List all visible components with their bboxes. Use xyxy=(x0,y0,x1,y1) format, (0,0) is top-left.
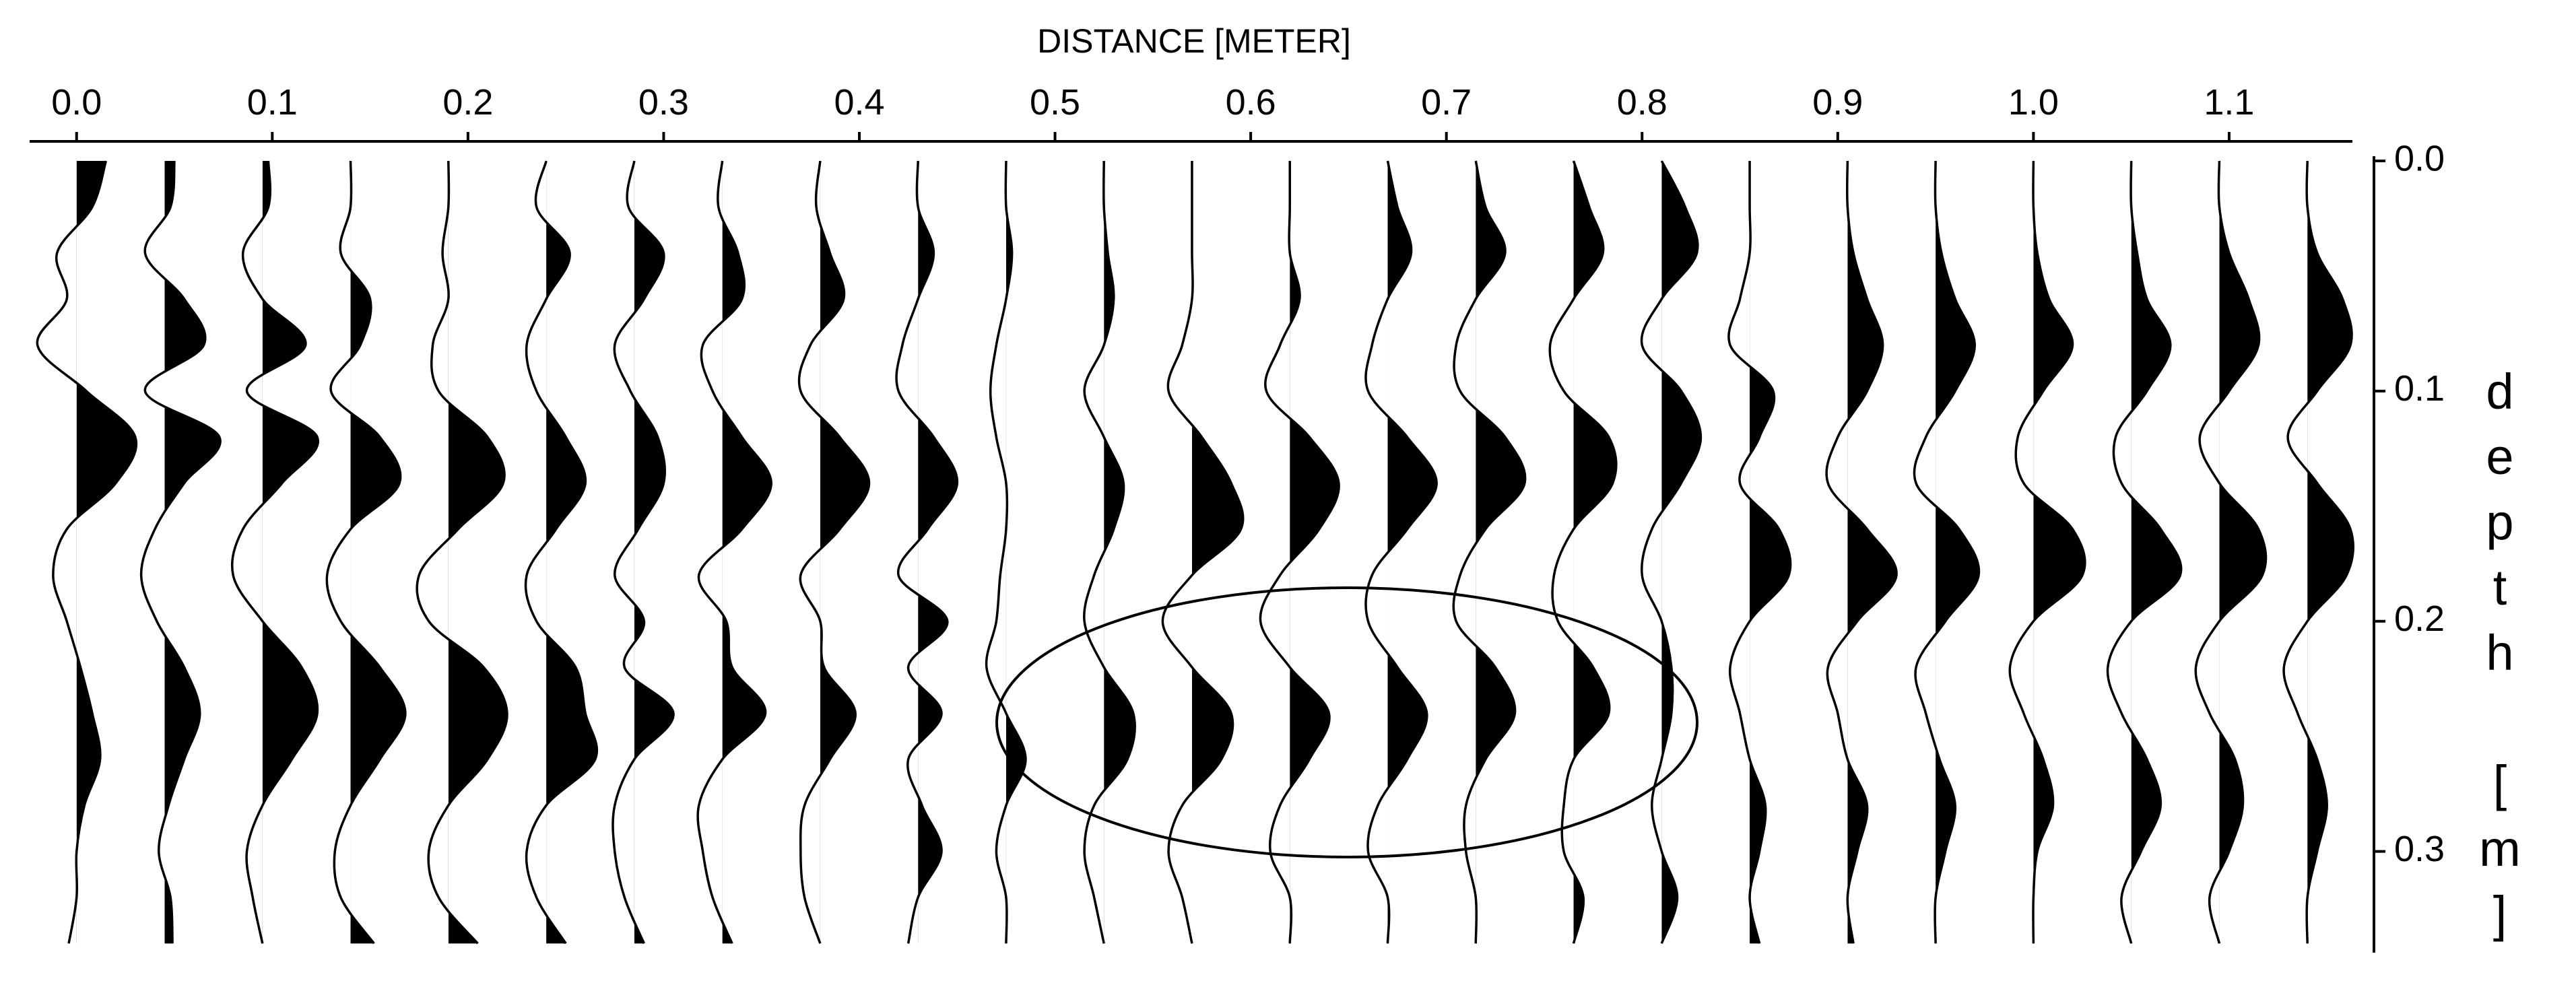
x-tick-label: 0.4 xyxy=(834,82,884,123)
chart-title: DISTANCE [METER] xyxy=(1037,22,1351,60)
trace xyxy=(1083,160,1137,944)
trace-line xyxy=(416,160,508,945)
trace-fill xyxy=(634,217,673,944)
trace-fill xyxy=(1104,161,1135,944)
x-tick-label: 1.1 xyxy=(2204,82,2254,123)
x-tick-label: 0.1 xyxy=(247,82,298,123)
x-tick-label: 0.9 xyxy=(1812,82,1863,123)
trace xyxy=(2106,160,2183,944)
trace xyxy=(1640,160,1703,944)
trace-fill xyxy=(2131,207,2181,871)
trace xyxy=(1452,160,1527,944)
x-tick-label: 0.5 xyxy=(1030,82,1080,123)
trace xyxy=(612,160,675,945)
y-tick-label: 0.1 xyxy=(2394,368,2445,409)
trace-line xyxy=(1825,160,1898,944)
trace-line xyxy=(612,160,675,945)
trace xyxy=(2194,160,2268,944)
trace xyxy=(797,160,871,944)
trace-fill xyxy=(820,224,869,776)
trace-fill xyxy=(1661,161,1701,944)
trace-fill xyxy=(546,222,597,944)
trace-line xyxy=(2008,160,2086,944)
trace-line xyxy=(2106,160,2183,944)
trace-fill xyxy=(76,161,137,897)
y-tick-label: 0.0 xyxy=(2394,138,2445,178)
trace xyxy=(524,160,599,945)
y-tick-label: 0.2 xyxy=(2394,599,2445,639)
trace-line xyxy=(1727,160,1792,944)
trace xyxy=(2008,160,2086,944)
trace xyxy=(1825,160,1898,944)
x-tick-label: 0.2 xyxy=(442,82,493,123)
trace xyxy=(696,160,772,945)
trace-fill xyxy=(1847,207,1896,944)
y-axis-label: depth [m] xyxy=(2472,364,2528,951)
trace-line xyxy=(1161,161,1245,944)
x-tick-label: 0.3 xyxy=(638,82,689,123)
trace-fill xyxy=(918,207,958,897)
trace-line xyxy=(1364,160,1438,944)
trace-fill xyxy=(164,161,221,944)
x-tick-label: 0.8 xyxy=(1617,82,1667,123)
trace xyxy=(1259,160,1340,944)
trace-line xyxy=(1548,160,1618,944)
trace-fill xyxy=(1750,207,1791,944)
trace-line xyxy=(985,160,1027,944)
trace-fill xyxy=(722,161,772,944)
trace-fill xyxy=(1476,161,1525,944)
highlight-ellipse xyxy=(995,586,1698,858)
trace xyxy=(139,160,222,944)
x-tick-label: 0.0 xyxy=(51,82,102,123)
trace xyxy=(325,160,407,945)
trace xyxy=(36,160,138,944)
trace-fill xyxy=(448,161,507,944)
trace-fill xyxy=(2307,207,2354,897)
trace-fill xyxy=(1387,161,1437,944)
trace-fill xyxy=(1936,161,1979,944)
trace-fill xyxy=(1191,253,1243,793)
x-tick-label: 1.0 xyxy=(2008,82,2059,123)
trace-fill xyxy=(2219,161,2266,944)
trace-line xyxy=(1452,160,1527,944)
trace xyxy=(2282,160,2354,944)
trace xyxy=(1727,160,1792,944)
trace-line xyxy=(1913,160,1981,944)
trace-line xyxy=(325,160,407,945)
trace-line xyxy=(1640,160,1703,944)
trace-line xyxy=(524,160,599,945)
trace xyxy=(1913,160,1981,944)
trace-line xyxy=(2194,160,2268,944)
trace-line xyxy=(797,160,871,944)
trace-line xyxy=(895,160,959,944)
trace-fill xyxy=(1573,161,1616,944)
trace xyxy=(1548,160,1618,944)
trace-line xyxy=(1083,160,1137,944)
trace xyxy=(416,160,508,945)
trace-fill xyxy=(262,161,319,944)
trace-fill xyxy=(2033,161,2085,944)
trace-line xyxy=(2282,160,2354,944)
trace-line xyxy=(139,160,222,944)
trace-line xyxy=(1259,160,1340,944)
x-tick-label: 0.7 xyxy=(1421,82,1472,123)
trace-fill xyxy=(350,161,405,944)
y-tick-label: 0.3 xyxy=(2394,829,2445,869)
trace-fill xyxy=(1005,161,1026,944)
trace xyxy=(230,160,320,944)
trace-line xyxy=(36,160,138,944)
trace-line xyxy=(230,160,320,944)
trace-line xyxy=(696,160,772,945)
trace xyxy=(1364,160,1438,944)
trace xyxy=(895,160,959,944)
trace xyxy=(985,160,1027,944)
x-tick-label: 0.6 xyxy=(1226,82,1276,123)
trace xyxy=(1161,161,1245,944)
